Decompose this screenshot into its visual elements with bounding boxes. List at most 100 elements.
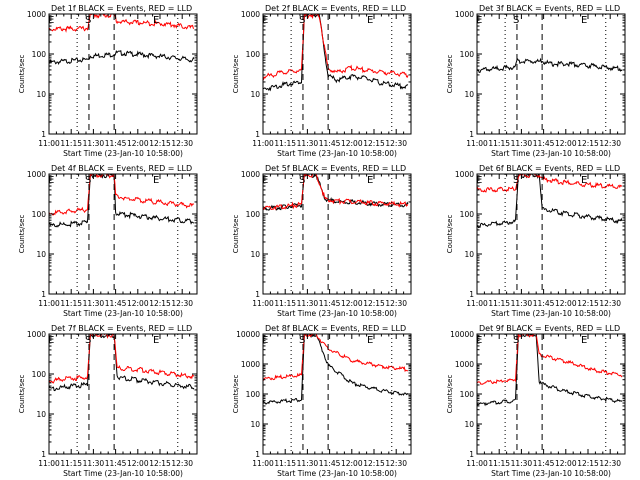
x-tick-label: 12:30: [171, 459, 193, 468]
y-tick-label: 10: [464, 250, 474, 259]
x-tick-label: 11:45: [105, 459, 127, 468]
y-tick-label: 1000: [455, 10, 474, 19]
y-axis-label: Counts/sec: [232, 55, 240, 94]
chart-title: Det 1f BLACK = Events, RED = LLD: [51, 4, 192, 13]
x-tick-label: 11:45: [319, 139, 341, 148]
x-tick-label: 11:15: [60, 459, 82, 468]
x-tick-label: 12:15: [363, 299, 385, 308]
y-tick-label: 1: [469, 130, 474, 139]
event-marker-label: S: [513, 335, 519, 346]
y-tick-label: 1000: [27, 10, 46, 19]
chart-panel: Det 2f BLACK = Events, RED = LLDESE11010…: [232, 4, 412, 158]
x-tick-label: 12:30: [599, 139, 621, 148]
series-line: [477, 57, 623, 73]
x-tick-label: 11:30: [511, 139, 533, 148]
y-axis-label: Counts/sec: [18, 215, 26, 254]
event-marker-label: S: [85, 335, 91, 346]
series-line: [477, 334, 623, 407]
plot-frame: [476, 173, 626, 295]
x-axis-label: Start Time (23-Jan-10 10:58:00): [491, 309, 611, 318]
y-tick-label: 1: [41, 290, 46, 299]
x-tick-label: 11:00: [252, 459, 274, 468]
series-line: [477, 174, 623, 229]
y-tick-label: 1: [469, 450, 474, 459]
plot-frame: [48, 13, 198, 135]
y-tick-label: 1: [41, 130, 46, 139]
x-tick-label: 12:00: [555, 459, 577, 468]
x-tick-label: 11:15: [488, 459, 510, 468]
x-tick-label: 11:15: [488, 139, 510, 148]
chart-title: Det 4f BLACK = Events, RED = LLD: [51, 164, 192, 173]
event-marker-label: E: [367, 335, 373, 346]
y-tick-label: 1: [255, 130, 260, 139]
x-tick-label: 12:15: [149, 299, 171, 308]
y-tick-label: 100: [246, 50, 261, 59]
chart-panel: Det 1f BLACK = Events, RED = LLDESE11010…: [18, 4, 198, 158]
y-axis-label: Counts/sec: [232, 375, 240, 414]
y-tick-label: 10000: [450, 330, 474, 339]
y-tick-label: 10: [250, 420, 260, 429]
y-tick-label: 100: [32, 210, 47, 219]
chart-title: Det 5f BLACK = Events, RED = LLD: [265, 164, 406, 173]
y-axis-label: Counts/sec: [18, 375, 26, 414]
event-marker-label: S: [299, 335, 305, 346]
x-tick-label: 12:00: [127, 139, 149, 148]
chart-title: Det 2f BLACK = Events, RED = LLD: [265, 4, 406, 13]
y-tick-label: 1000: [455, 360, 474, 369]
x-tick-label: 11:45: [533, 299, 555, 308]
x-tick-label: 11:00: [252, 299, 274, 308]
x-tick-label: 11:00: [38, 299, 60, 308]
event-marker-label: S: [85, 175, 91, 186]
x-tick-label: 12:15: [577, 139, 599, 148]
chart-panel: Det 7f BLACK = Events, RED = LLDESE11010…: [18, 324, 198, 478]
chart-panel: Det 3f BLACK = Events, RED = LLDESE11010…: [446, 4, 626, 158]
x-tick-label: 12:15: [577, 459, 599, 468]
event-marker-label: S: [85, 15, 91, 26]
x-tick-label: 11:30: [83, 139, 105, 148]
y-tick-label: 10: [36, 90, 46, 99]
x-axis-label: Start Time (23-Jan-10 10:58:00): [491, 149, 611, 158]
x-tick-label: 12:00: [127, 459, 149, 468]
x-tick-label: 12:15: [149, 459, 171, 468]
x-tick-label: 11:45: [533, 139, 555, 148]
x-tick-label: 11:00: [38, 139, 60, 148]
plot-frame: [48, 173, 198, 295]
y-tick-label: 1000: [455, 170, 474, 179]
plot-frame: [48, 333, 198, 455]
x-tick-label: 11:00: [38, 459, 60, 468]
y-tick-label: 10: [464, 420, 474, 429]
y-axis-label: Counts/sec: [446, 215, 454, 254]
y-tick-label: 10: [250, 90, 260, 99]
x-tick-label: 12:30: [599, 459, 621, 468]
x-tick-label: 11:45: [105, 299, 127, 308]
x-tick-label: 11:30: [297, 139, 319, 148]
x-tick-label: 11:15: [274, 459, 296, 468]
x-tick-label: 11:45: [319, 299, 341, 308]
event-marker-label: E: [153, 175, 159, 186]
x-tick-label: 12:00: [127, 299, 149, 308]
x-tick-label: 11:45: [319, 459, 341, 468]
y-tick-label: 1000: [241, 360, 260, 369]
event-marker-label: E: [153, 335, 159, 346]
series-line: [49, 334, 195, 392]
y-tick-label: 100: [246, 210, 261, 219]
event-marker-label: E: [153, 15, 159, 26]
x-tick-label: 11:00: [466, 139, 488, 148]
chart-panel: Det 5f BLACK = Events, RED = LLDESE11010…: [232, 164, 412, 318]
x-tick-label: 11:15: [60, 299, 82, 308]
series-line: [49, 50, 195, 66]
x-tick-label: 11:45: [533, 459, 555, 468]
x-tick-label: 11:30: [83, 299, 105, 308]
x-tick-label: 12:30: [171, 299, 193, 308]
y-tick-label: 1000: [27, 330, 46, 339]
x-axis-label: Start Time (23-Jan-10 10:58:00): [63, 469, 183, 478]
x-tick-label: 12:15: [577, 299, 599, 308]
y-axis-label: Counts/sec: [232, 215, 240, 254]
x-tick-label: 11:15: [274, 139, 296, 148]
y-tick-label: 100: [32, 370, 47, 379]
x-tick-label: 11:45: [105, 139, 127, 148]
y-tick-label: 1: [469, 290, 474, 299]
series-line: [263, 174, 409, 211]
